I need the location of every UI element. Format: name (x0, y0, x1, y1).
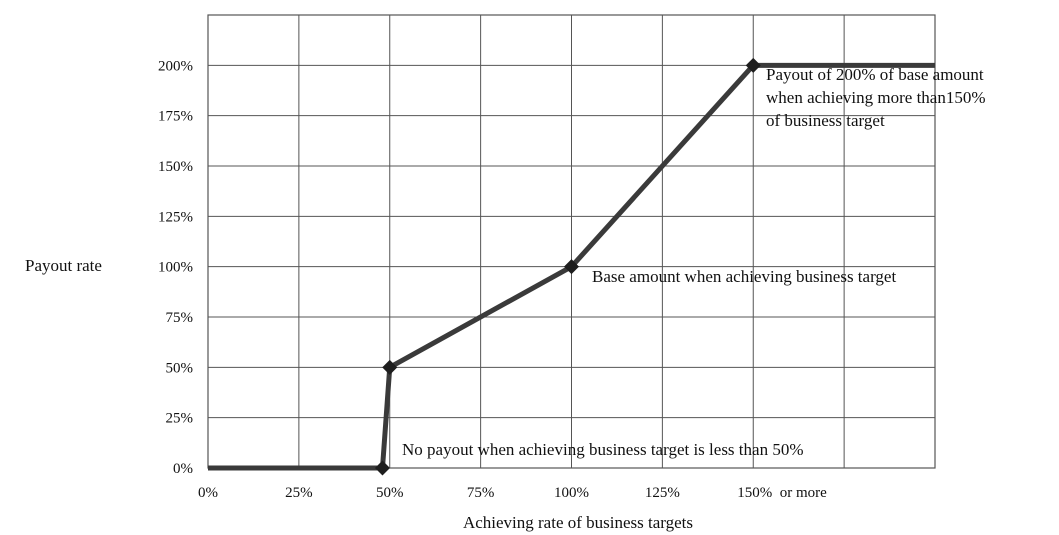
x-axis-label: Achieving rate of business targets (463, 513, 693, 532)
data-points (374, 57, 761, 476)
annotation-payout-200-line-1: Payout of 200% of base amount (766, 65, 984, 84)
y-tick-label: 175% (158, 109, 193, 125)
x-tick-label: 25% (285, 485, 313, 501)
grid-lines (208, 15, 935, 468)
payout-line (208, 62, 935, 471)
y-tick-label: 25% (166, 411, 194, 427)
y-tick-label: 50% (166, 360, 194, 376)
diamond-marker (374, 460, 390, 476)
x-tick-label: 150% or more (737, 485, 827, 501)
x-tick-label: 50% (376, 485, 404, 501)
x-tick-label: 75% (467, 485, 495, 501)
series-line (208, 62, 935, 471)
annotation-payout-200: Payout of 200% of base amount when achie… (766, 65, 990, 130)
x-tick-label: 125% (645, 485, 680, 501)
y-tick-label: 100% (158, 260, 193, 276)
diamond-marker (564, 259, 579, 275)
diamond-marker (382, 359, 398, 375)
y-tick-label: 0% (173, 461, 193, 477)
x-tick-label: 0% (198, 485, 218, 501)
y-tick-label: 200% (158, 58, 193, 74)
x-tick-labels: 0% 25% 50% 75% 100% 125% 150% or more (198, 485, 827, 501)
diamond-marker (745, 57, 761, 73)
y-tick-label: 125% (158, 209, 193, 225)
y-tick-labels: 0% 25% 50% 75% 100% 125% 150% 175% 200% (158, 58, 193, 477)
annotation-payout-200-line-3: of business target (766, 111, 885, 130)
annotation-base-amount: Base amount when achieving business targ… (592, 267, 896, 286)
annotation-no-payout: No payout when achieving business target… (402, 440, 803, 459)
y-tick-label: 75% (166, 310, 194, 326)
y-tick-label: 150% (158, 159, 193, 175)
y-axis-label: Payout rate (25, 256, 102, 275)
annotation-payout-200-line-2: when achieving more than150% (766, 88, 986, 107)
x-tick-label: 100% (554, 485, 589, 501)
